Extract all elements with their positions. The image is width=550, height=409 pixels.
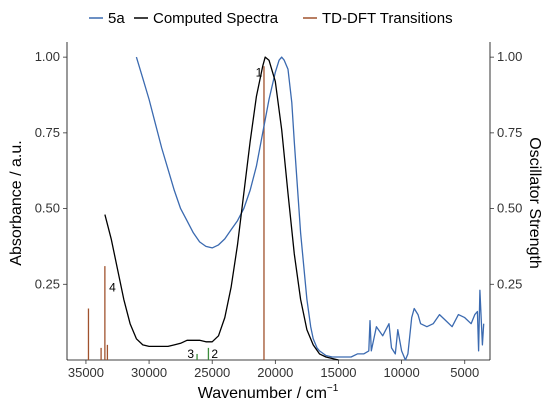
transition-label: 1 bbox=[256, 65, 263, 79]
y-tick-right-label: 0.75 bbox=[497, 125, 522, 140]
x-tick-label: 15000 bbox=[320, 365, 356, 380]
x-tick-label: 20000 bbox=[257, 365, 293, 380]
transition-label: 4 bbox=[109, 280, 116, 294]
y-tick-left-label: 1.00 bbox=[35, 49, 60, 64]
transition-label: 2 bbox=[211, 347, 218, 361]
legend-label-transitions: TD-DFT Transitions bbox=[322, 10, 453, 27]
x-tick-label: 30000 bbox=[131, 365, 167, 380]
y-tick-left-label: 0.75 bbox=[35, 125, 60, 140]
y-ticks-left: 0.25 0.50 0.75 1.00 bbox=[35, 49, 67, 291]
x-axis-title-text: Wavenumber / cm bbox=[198, 385, 327, 402]
x-tick-label: 5000 bbox=[450, 365, 479, 380]
y-axis-title-left: Absorbance / a.u. bbox=[8, 140, 25, 265]
y-axis-title-right: Oscillator Strength bbox=[526, 137, 543, 269]
y-ticks-right: 0.25 0.50 0.75 1.00 bbox=[490, 49, 522, 291]
legend-label-computed: Computed Spectra bbox=[153, 10, 279, 27]
y-tick-right-label: 0.50 bbox=[497, 201, 522, 216]
x-axis-title: Wavenumber / cm−1 bbox=[198, 383, 339, 402]
x-tick-label: 10000 bbox=[384, 365, 420, 380]
x-tick-label: 25000 bbox=[194, 365, 230, 380]
series-line-computed bbox=[104, 56, 339, 361]
series-lines bbox=[104, 56, 485, 361]
x-axis-title-superscript: −1 bbox=[327, 383, 339, 394]
y-tick-left-label: 0.50 bbox=[35, 201, 60, 216]
series-line-5a bbox=[135, 56, 485, 361]
legend-label-5a: 5a bbox=[108, 10, 125, 27]
y-tick-left-label: 0.25 bbox=[35, 276, 60, 291]
transition-annotations: 1 2 3 4 bbox=[109, 65, 262, 361]
transition-label: 3 bbox=[187, 347, 194, 361]
legend: 5a Computed Spectra TD-DFT Transitions bbox=[89, 10, 453, 27]
y-tick-right-label: 0.25 bbox=[497, 276, 522, 291]
y-tick-right-label: 1.00 bbox=[497, 49, 522, 64]
x-ticks: 35000 30000 25000 20000 15000 10000 5000 bbox=[68, 360, 479, 380]
transition-sticks bbox=[87, 66, 265, 360]
x-tick-label: 35000 bbox=[68, 365, 104, 380]
